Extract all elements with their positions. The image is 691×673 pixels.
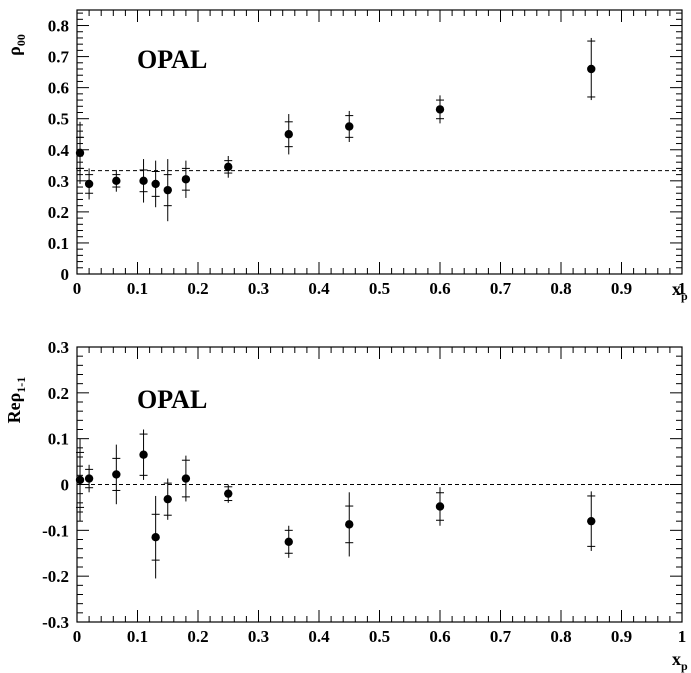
- x-axis-title-sub: p: [681, 659, 688, 673]
- panel-re-rho1-1: 0 0.1 0.2 0.3 0.4 0.5 0.6 0.7 0.8 0.9 1 -0.3 -0.2 -0.…: [4, 338, 688, 673]
- y-tick-label: 0: [61, 476, 70, 495]
- data-point: [163, 494, 172, 504]
- x-tick-label: 0.2: [187, 627, 208, 646]
- x-tick-label: 0.5: [369, 627, 390, 646]
- x-tick-label: 0.9: [611, 279, 632, 298]
- y-tick-label: 0.1: [48, 234, 69, 253]
- x-tick-label: 0.4: [308, 627, 330, 646]
- data-point: [587, 64, 596, 74]
- y-tick-label: 0: [61, 265, 70, 284]
- data-point: [139, 450, 148, 459]
- data-point: [284, 537, 293, 546]
- y-tick-label: 0.4: [48, 141, 70, 160]
- x-tick-label: 0.9: [611, 627, 632, 646]
- data-point: [345, 122, 354, 131]
- data-point: [435, 502, 445, 511]
- data-point: [181, 474, 191, 483]
- x-tick-label: 0.2: [187, 279, 208, 298]
- x-tick-label: 1: [678, 279, 687, 298]
- x-axis-title-main: x: [672, 649, 681, 669]
- x-tick-label: 0.5: [369, 279, 390, 298]
- data-point: [151, 179, 160, 189]
- data-point: [112, 176, 121, 186]
- x-tick-label: 0.8: [550, 279, 571, 298]
- y-tick-label: 0.8: [48, 17, 69, 36]
- x-tick-label: 0: [73, 627, 82, 646]
- data-point: [75, 475, 85, 485]
- data-point: [181, 175, 191, 184]
- data-point: [435, 105, 445, 114]
- y-axis-title-sub: 1-1: [14, 377, 28, 393]
- y-tick-label: 0.2: [48, 203, 69, 222]
- x-tick-label: 0.6: [429, 627, 450, 646]
- data-point: [163, 185, 172, 195]
- y-tick-label: 0.7: [48, 48, 70, 67]
- data-point: [224, 162, 233, 172]
- y-tick-label: 0.1: [48, 430, 69, 449]
- panel-rho00: 0 0.1 0.2 0.3 0.4 0.5 0.6 0.7 0.8 0.9 1 0 0.1 0.2 0.3 0…: [4, 9, 688, 303]
- x-tick-label: 0.4: [308, 279, 330, 298]
- y-tick-label: -0.2: [42, 567, 69, 586]
- x-tick-label: 0.1: [127, 627, 148, 646]
- x-tick-label: 0.6: [429, 279, 450, 298]
- experiment-label: OPAL: [137, 45, 207, 74]
- x-axis-title-main: x: [672, 279, 681, 299]
- x-tick-label: 0.7: [490, 279, 512, 298]
- y-axis-title-sub: 00: [14, 34, 28, 46]
- data-point: [345, 520, 354, 529]
- y-axis-title-main: ρ: [4, 46, 24, 56]
- x-tick-label: 0.3: [248, 279, 269, 298]
- data-point: [112, 470, 121, 479]
- y-tick-label: 0.3: [48, 338, 69, 357]
- y-tick-label: 0.2: [48, 384, 69, 403]
- y-tick-label: -0.3: [42, 613, 69, 632]
- x-tick-label: 0.8: [550, 627, 571, 646]
- x-axis-title-sub: p: [681, 289, 688, 303]
- x-tick-label: 0.3: [248, 627, 269, 646]
- data-point: [75, 148, 85, 158]
- x-tick-label: 1: [678, 627, 687, 646]
- data-point: [224, 489, 233, 498]
- data-point: [84, 179, 94, 189]
- y-tick-label: 0.5: [48, 110, 69, 129]
- y-tick-label: 0.6: [48, 79, 69, 98]
- x-tick-label: 0: [73, 279, 82, 298]
- data-point: [84, 474, 94, 483]
- y-axis-title-main: Reρ: [4, 393, 24, 424]
- experiment-label: OPAL: [137, 385, 207, 414]
- x-axis-title: xp: [672, 279, 688, 303]
- y-tick-label: 0.3: [48, 172, 69, 191]
- x-axis-title: xp: [672, 649, 688, 673]
- y-tick-label: -0.1: [42, 521, 69, 540]
- data-point: [587, 516, 596, 526]
- data-point: [151, 533, 160, 542]
- y-axis-title: Reρ1-1: [4, 377, 28, 424]
- data-point: [284, 130, 293, 139]
- data-point: [139, 176, 148, 186]
- x-tick-label: 0.1: [127, 279, 148, 298]
- y-axis-title: ρ00: [4, 34, 28, 56]
- x-tick-label: 0.7: [490, 627, 512, 646]
